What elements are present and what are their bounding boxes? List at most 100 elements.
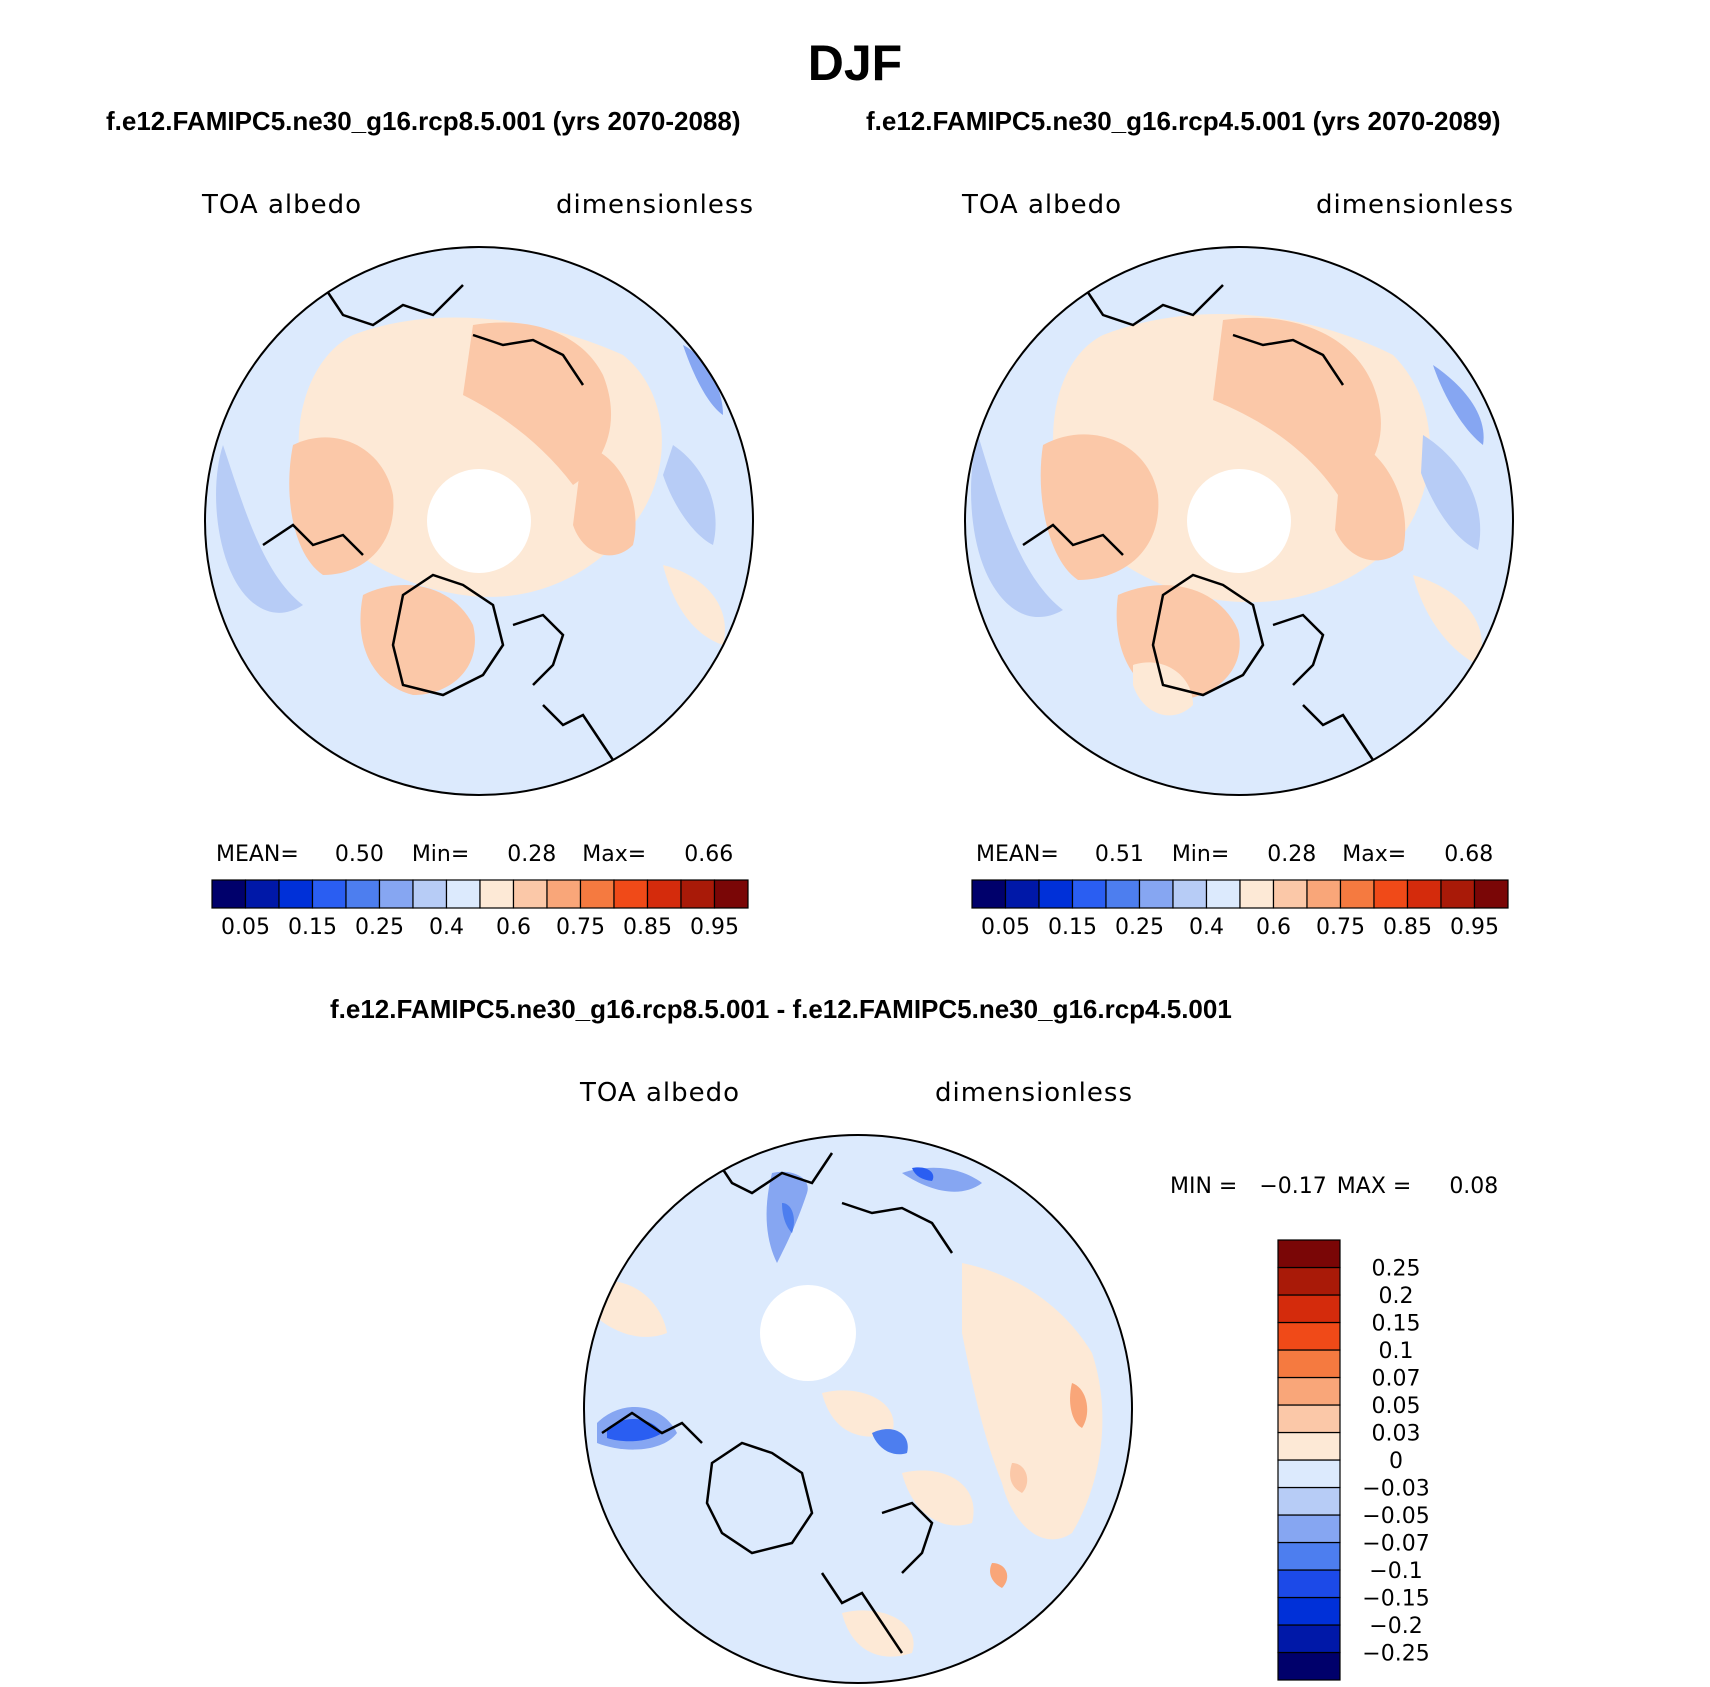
panel2-case-title: f.e12.FAMIPC5.ne30_g16.rcp4.5.001 (yrs 2… [866,106,1501,136]
panel2-colorbar-swatch [1071,879,1107,909]
panel2-units-label: dimensionless [1316,190,1514,220]
panel1-colorbar-swatch [579,879,615,909]
diff-colorbar: −0.25 −0.2−0.15 −0.1−0.07 −0.05−0.03 00.03 0.… [1277,1239,1430,1681]
panel2-max-value: 0.68 [1444,842,1494,867]
panel1-colorbar-tick-label: 0.25 [355,915,404,940]
panel1-colorbar-tick-label: 0.6 [496,915,531,940]
diff-max-label: MAX = [1336,1174,1412,1199]
panel2-mean-label: MEAN= [976,842,1059,867]
panel2-colorbar-swatch [1473,879,1509,909]
diff-colorbar-swatch [1277,1404,1341,1434]
panel1-colorbar-tick-label: 0.05 [221,915,270,940]
diff-colorbar-tick-label: 0.05 [1372,1394,1421,1419]
panel2-colorbar-swatch [1239,879,1275,909]
diff-colorbar-tick-label: 0.1 [1379,1339,1414,1364]
panel1-max-value: 0.66 [684,842,734,867]
panel2-colorbar-tick-label: 0.85 [1383,915,1432,940]
diff-colorbar-swatch [1277,1266,1341,1296]
panel1-colorbar-swatch [613,879,649,909]
diff-colorbar-swatch [1277,1514,1341,1544]
diff-max-value: 0.08 [1449,1174,1499,1199]
panel1-colorbar-swatch [345,879,381,909]
panel2-colorbar-swatch [1004,879,1040,909]
diff-min-value: −0.17 [1259,1174,1327,1199]
diff-colorbar-swatch [1277,1541,1341,1571]
panel1-colorbar-swatch [412,879,448,909]
panel1-stats: MEAN= 0.50 Min= 0.28 Max= 0.66 [216,842,733,867]
diff-colorbar-swatch [1277,1321,1341,1351]
panel2-colorbar-swatch [971,879,1007,909]
diff-colorbar-tick-label: 0.03 [1372,1422,1421,1447]
panel2-mean-value: 0.51 [1094,842,1144,867]
panel2-colorbar-swatch [1138,879,1174,909]
panel1-colorbar-swatch [244,879,280,909]
panel1-polar-map [204,246,754,796]
panel2-colorbar-swatch [1406,879,1442,909]
panel2-colorbar-swatch [1440,879,1476,909]
diff-colorbar-swatch [1277,1459,1341,1489]
panel2-polar-map [964,246,1514,796]
panel2-colorbar-tick-label: 0.4 [1189,915,1224,940]
diff-colorbar-swatch [1277,1349,1341,1379]
diff-colorbar-tick-label: −0.2 [1369,1614,1422,1639]
panel2-colorbar-swatch [1105,879,1141,909]
panel1-colorbar-swatch [680,879,716,909]
panel1-variable-label: TOA albedo [202,190,363,220]
panel1-min-value: 0.28 [507,842,557,867]
diff-colorbar-swatch [1277,1239,1341,1269]
panel2-stats: MEAN= 0.51 Min= 0.28 Max= 0.68 [976,842,1493,867]
panel2-colorbar-swatch [1172,879,1208,909]
panel1-colorbar-tick-label: 0.15 [288,915,337,940]
panel1-colorbar-swatch [713,879,749,909]
diff-colorbar-tick-label: −0.07 [1362,1532,1429,1557]
diff-colorbar-swatch [1277,1376,1341,1406]
panel1-mean-label: MEAN= [216,842,299,867]
diff-min-label: MIN = [1170,1174,1238,1199]
diff-variable-label: TOA albedo [580,1078,741,1108]
diff-colorbar-swatch [1277,1486,1341,1516]
panel2-min-value: 0.28 [1267,842,1317,867]
panel2-colorbar-tick-label: 0.05 [981,915,1030,940]
panel1-colorbar-tick-label: 0.4 [429,915,464,940]
diff-colorbar-tick-label: −0.15 [1362,1587,1429,1612]
panel1-colorbar-tick-label: 0.75 [556,915,605,940]
diff-colorbar-tick-label: 0.15 [1372,1312,1421,1337]
panel2-colorbar-swatch [1205,879,1241,909]
diff-polar-map [583,1134,1133,1684]
panel1-colorbar-swatch [479,879,515,909]
panel1-colorbar-tick-label: 0.85 [623,915,672,940]
panel2-colorbar-tick-label: 0.15 [1048,915,1097,940]
panel1-mean-value: 0.50 [334,842,384,867]
diff-title: f.e12.FAMIPC5.ne30_g16.rcp8.5.001 - f.e1… [330,994,1232,1024]
panel2-colorbar-tick-label: 0.6 [1256,915,1291,940]
panel1-min-label: Min= [411,842,470,867]
panel1-colorbar-tick-label: 0.95 [690,915,739,940]
diff-colorbar-swatch [1277,1596,1341,1626]
panel1-colorbar-swatch [445,879,481,909]
diff-colorbar-swatch [1277,1431,1341,1461]
diff-colorbar-tick-label: 0.2 [1379,1284,1414,1309]
panel1-max-label: Max= [582,842,647,867]
panel1-colorbar-swatch [278,879,314,909]
diff-colorbar-tick-label: −0.1 [1369,1559,1422,1584]
panel2-colorbar-swatch [1038,879,1074,909]
panel2-colorbar-swatch [1339,879,1375,909]
panel2-colorbar-swatch [1306,879,1342,909]
panel1-colorbar-swatch [378,879,414,909]
panel2-colorbar-tick-label: 0.25 [1115,915,1164,940]
panel1-colorbar-swatch [546,879,582,909]
diff-colorbar-tick-label: −0.03 [1362,1477,1429,1502]
diff-colorbar-tick-label: −0.05 [1362,1504,1429,1529]
diff-colorbar-tick-label: 0.25 [1372,1257,1421,1282]
diff-colorbar-swatch [1277,1651,1341,1681]
diff-colorbar-swatch [1277,1569,1341,1599]
panel2-min-label: Min= [1171,842,1230,867]
panel2-colorbar-tick-label: 0.75 [1316,915,1365,940]
panel2-max-label: Max= [1342,842,1407,867]
diff-colorbar-tick-label: −0.25 [1362,1642,1429,1667]
panel2-colorbar-swatch [1272,879,1308,909]
panel1-colorbar-swatch [211,879,247,909]
panel1-colorbar: 0.05 0.15 0.25 0.4 0.6 0.75 0.85 0.95 [211,879,749,940]
panel2-colorbar: 0.05 0.15 0.25 0.4 0.6 0.75 0.85 0.95 [971,879,1509,940]
panel1-colorbar-swatch [646,879,682,909]
